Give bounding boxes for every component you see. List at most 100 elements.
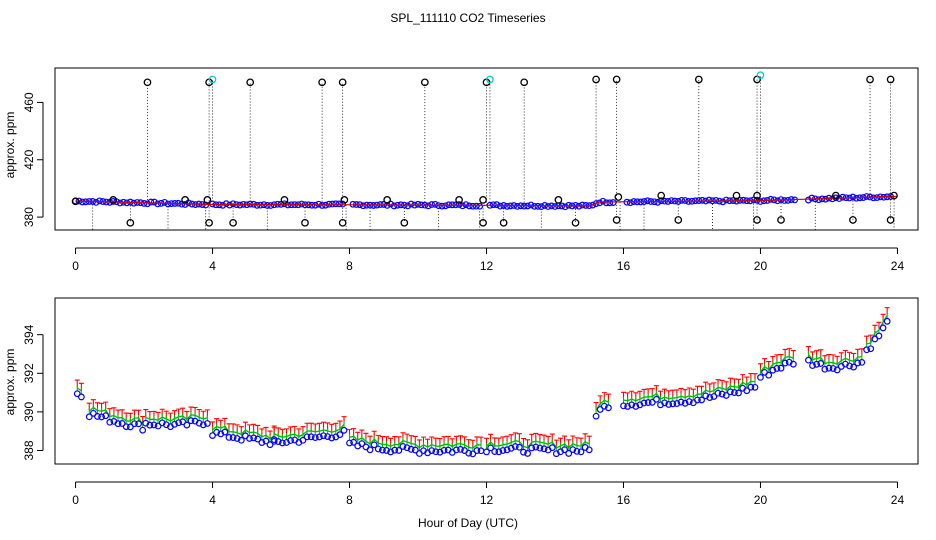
top-point bbox=[644, 197, 651, 205]
top-point bbox=[839, 193, 847, 201]
bottom-main-point bbox=[718, 390, 726, 398]
bottom-main-point bbox=[883, 317, 891, 325]
bottom-x-tick-label: 12 bbox=[480, 493, 494, 507]
top-point bbox=[335, 200, 343, 208]
bottom-main-point bbox=[118, 420, 126, 427]
top-point bbox=[757, 198, 764, 205]
top-point bbox=[253, 201, 261, 209]
top-point bbox=[534, 202, 542, 210]
top-point bbox=[578, 201, 586, 209]
bottom-main-point bbox=[432, 448, 440, 456]
bottom-main-point bbox=[473, 447, 481, 454]
bottom-main-point bbox=[592, 412, 600, 420]
bottom-main-point bbox=[340, 426, 348, 434]
top-outlier-point bbox=[383, 196, 392, 204]
bottom-main-point bbox=[628, 401, 636, 409]
bottom-main-point bbox=[98, 413, 105, 421]
chart-title: SPL_111110 CO2 Timeseries bbox=[390, 11, 545, 25]
bottom-main-point bbox=[350, 438, 358, 446]
bottom-main-point bbox=[805, 356, 812, 364]
top-outlier-point bbox=[849, 216, 857, 224]
top-outlier-point bbox=[181, 196, 189, 204]
bottom-mid-line bbox=[212, 425, 275, 440]
bottom-main-point bbox=[233, 435, 241, 442]
top-point bbox=[503, 202, 511, 210]
top-point bbox=[606, 199, 614, 207]
top-point bbox=[626, 199, 634, 207]
top-outlier-point bbox=[538, 235, 544, 241]
bottom-main-point bbox=[743, 387, 751, 395]
bottom-main-point bbox=[681, 399, 689, 407]
top-point bbox=[599, 197, 607, 205]
bottom-main-point bbox=[407, 445, 415, 453]
top-series-line bbox=[75, 195, 898, 207]
bottom-main-point bbox=[773, 365, 781, 372]
top-flagged-point bbox=[756, 71, 765, 80]
top-outlier-point bbox=[479, 218, 487, 227]
bottom-main-point bbox=[577, 448, 585, 456]
top-point bbox=[147, 198, 155, 206]
top-point bbox=[815, 196, 823, 204]
bottom-main-point bbox=[246, 435, 253, 442]
bottom-main-point bbox=[250, 434, 258, 442]
bottom-main-point bbox=[346, 439, 353, 447]
top-point bbox=[722, 196, 730, 204]
top-outlier-point bbox=[614, 193, 623, 201]
bottom-main-point bbox=[813, 360, 821, 368]
top-point bbox=[442, 202, 449, 210]
bottom-x-tick-label: 4 bbox=[209, 493, 216, 507]
bottom-y-tick-label: 390 bbox=[22, 402, 36, 422]
bottom-main-point bbox=[652, 395, 660, 403]
top-outlier-point bbox=[612, 75, 621, 84]
top-x-tick-label: 24 bbox=[891, 259, 905, 273]
bottom-main-point bbox=[825, 364, 833, 372]
bottom-main-point bbox=[278, 439, 286, 447]
bottom-main-point bbox=[669, 400, 677, 408]
bottom-main-point bbox=[507, 444, 515, 452]
top-outlier-point bbox=[812, 231, 818, 237]
top-outlier-point bbox=[732, 191, 741, 200]
top-point bbox=[267, 202, 275, 209]
bottom-main-point bbox=[536, 444, 544, 452]
top-point bbox=[431, 200, 439, 208]
bottom-main-point bbox=[685, 398, 693, 406]
top-y-tick-label: 420 bbox=[22, 149, 36, 169]
top-point bbox=[489, 201, 497, 209]
top-outlier-point bbox=[126, 218, 135, 227]
bottom-main-point bbox=[315, 433, 323, 441]
top-point bbox=[92, 199, 100, 206]
top-point bbox=[130, 199, 138, 207]
top-x-tick-label: 20 bbox=[754, 259, 768, 273]
bottom-main-point bbox=[833, 366, 841, 374]
bottom-main-point bbox=[237, 436, 245, 444]
top-outlier-point bbox=[831, 191, 840, 200]
bottom-main-point bbox=[477, 447, 485, 455]
top-flagged-point bbox=[208, 75, 217, 84]
bottom-main-point bbox=[565, 450, 573, 457]
top-point bbox=[359, 202, 367, 210]
top-point bbox=[681, 197, 689, 204]
top-outlier-point bbox=[338, 218, 347, 227]
top-outlier-point bbox=[109, 196, 118, 204]
bottom-main-point bbox=[452, 446, 460, 454]
bottom-main-point bbox=[229, 434, 237, 441]
top-outlier-point bbox=[203, 196, 212, 204]
top-point bbox=[609, 199, 617, 206]
top-plot-frame bbox=[54, 67, 919, 231]
top-point bbox=[339, 200, 347, 208]
bottom-main-point bbox=[532, 443, 540, 451]
bottom-main-point bbox=[391, 446, 399, 454]
top-point bbox=[462, 201, 470, 208]
top-outlier-point bbox=[554, 196, 563, 204]
top-point bbox=[404, 202, 412, 210]
top-point bbox=[150, 198, 158, 206]
top-outlier-point bbox=[617, 231, 623, 237]
bottom-main-point bbox=[524, 450, 531, 457]
top-outlier-point bbox=[694, 75, 703, 84]
bottom-main-point bbox=[122, 423, 130, 431]
top-outlier-point bbox=[455, 196, 463, 204]
bottom-main-point bbox=[465, 449, 473, 457]
bottom-mid-line bbox=[807, 354, 862, 365]
bottom-main-point bbox=[777, 364, 785, 372]
